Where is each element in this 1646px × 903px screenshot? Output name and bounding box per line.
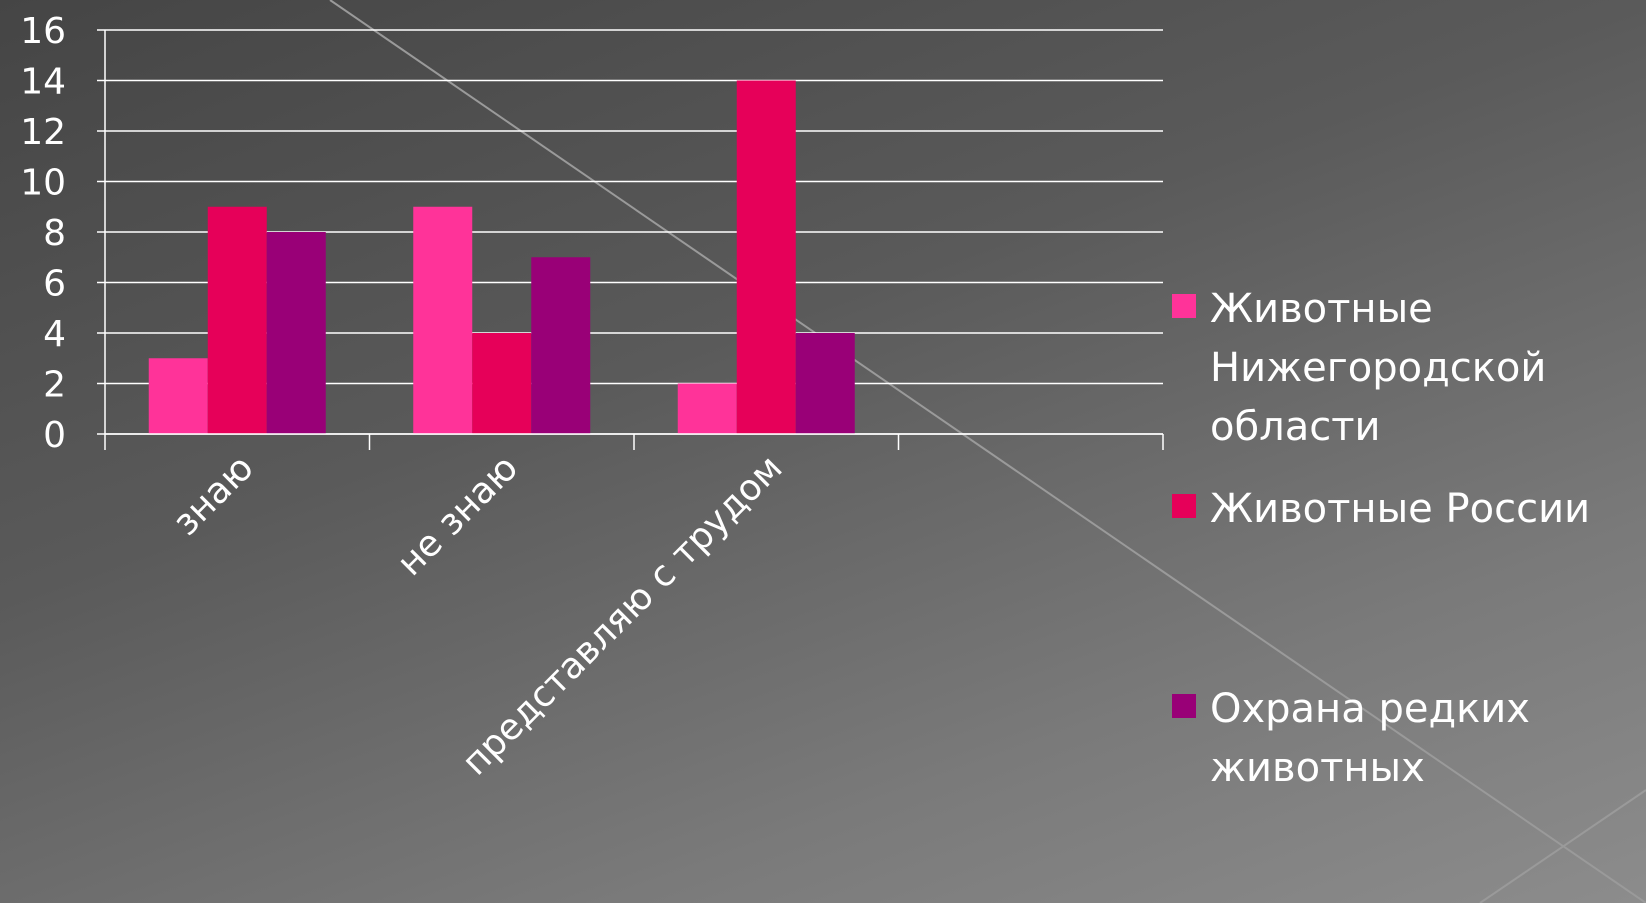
legend-marker bbox=[1172, 694, 1196, 718]
x-category-label: не знаю bbox=[390, 447, 527, 584]
y-tick-label: 10 bbox=[20, 163, 66, 204]
legend-label-line: Животные России bbox=[1210, 486, 1590, 532]
bar bbox=[413, 206, 473, 434]
y-axis-ticks: 0 2 4 6 8 10 12 14 16 bbox=[20, 11, 105, 456]
background-decoration bbox=[329, 0, 1646, 903]
legend-marker bbox=[1172, 494, 1196, 518]
y-tick-label: 6 bbox=[43, 264, 66, 305]
bar bbox=[148, 358, 208, 434]
y-tick-label: 4 bbox=[43, 314, 66, 355]
legend-label-line: области bbox=[1210, 404, 1381, 450]
legend-label-line: Охрана редких bbox=[1210, 686, 1530, 732]
legend-marker bbox=[1172, 294, 1196, 318]
bars bbox=[148, 80, 855, 434]
y-tick-label: 0 bbox=[43, 415, 66, 456]
bar bbox=[472, 333, 532, 434]
y-tick-label: 8 bbox=[43, 213, 66, 254]
legend: Животные Нижегородской области Животные Рос… bbox=[1172, 286, 1590, 791]
legend-label-line: Животные bbox=[1210, 286, 1433, 332]
bar bbox=[531, 257, 591, 434]
y-tick-label: 16 bbox=[20, 11, 66, 52]
bar bbox=[795, 333, 855, 434]
y-tick-label: 14 bbox=[20, 62, 66, 103]
legend-label-line: Нижегородской bbox=[1210, 345, 1546, 391]
bar bbox=[677, 383, 737, 434]
y-tick-label: 2 bbox=[43, 365, 66, 406]
x-category-label: представляю с трудом bbox=[455, 447, 791, 783]
bar bbox=[736, 80, 796, 434]
x-category-label: знаю bbox=[165, 447, 261, 543]
bar bbox=[266, 232, 326, 434]
y-tick-label: 12 bbox=[20, 112, 66, 153]
legend-label-line: животных bbox=[1210, 745, 1425, 791]
bar bbox=[207, 206, 267, 434]
decor-corner-line bbox=[1479, 789, 1646, 903]
decor-diagonal-line bbox=[329, 0, 1646, 903]
